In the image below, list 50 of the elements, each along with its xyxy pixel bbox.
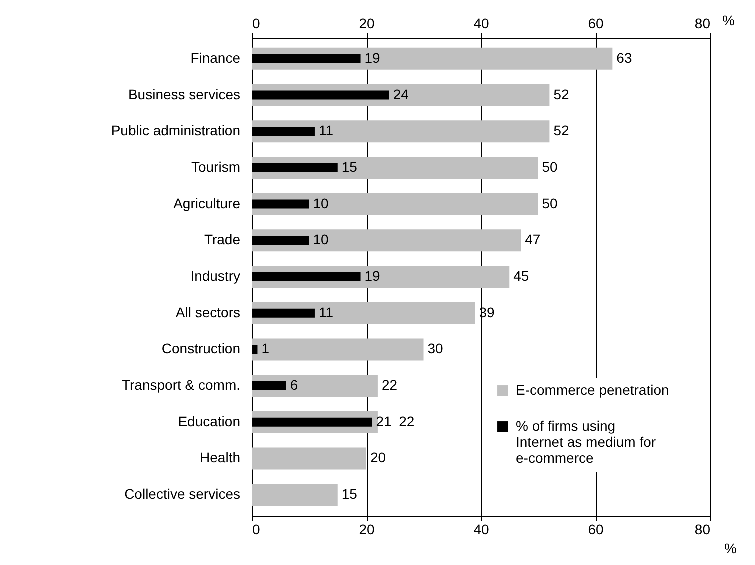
data-label: 20 bbox=[370, 450, 386, 466]
data-label: 63 bbox=[616, 50, 632, 66]
y-tick-label: Tourism bbox=[191, 158, 240, 175]
y-tick-label: Construction bbox=[162, 340, 240, 357]
x-tick-label: 20 bbox=[359, 16, 375, 32]
data-label: 19 bbox=[364, 268, 381, 284]
data-label: 11 bbox=[318, 122, 334, 139]
y-tick-label: Collective services bbox=[124, 486, 240, 502]
legend-label: % of firms using Internet as medium for e-commerce bbox=[516, 418, 656, 466]
data-label: 21 bbox=[376, 413, 392, 430]
x2-axis-title: % bbox=[722, 12, 735, 28]
data-label: 24 bbox=[393, 86, 410, 102]
data-label: 52 bbox=[554, 86, 570, 102]
x2-tick-label: 40 bbox=[474, 522, 490, 538]
data-label: 19 bbox=[364, 50, 381, 66]
data-label: 1 bbox=[262, 340, 270, 357]
legend-label: E-commerce penetration bbox=[516, 382, 670, 398]
y-tick-label: Public administration bbox=[111, 122, 240, 139]
x-tick-label: 0 bbox=[252, 16, 260, 32]
data-label: 11 bbox=[318, 304, 334, 320]
y-tick-label: Transport & comm. bbox=[122, 377, 240, 394]
data-label: 22 bbox=[399, 413, 415, 430]
y-tick-label: All sectors bbox=[176, 304, 240, 320]
data-label: 45 bbox=[514, 268, 530, 284]
y-tick-label: Trade bbox=[204, 232, 241, 248]
x2-tick-label: 60 bbox=[588, 522, 604, 538]
data-label: 6 bbox=[290, 377, 298, 394]
data-label: 15 bbox=[342, 158, 358, 175]
data-label: 22 bbox=[382, 377, 398, 394]
x-tick-label: 40 bbox=[474, 16, 490, 32]
x2-tick-label: 20 bbox=[359, 522, 375, 538]
y-tick-label: Finance bbox=[190, 50, 241, 66]
x-tick-label: 80 bbox=[694, 16, 711, 32]
data-label: 15 bbox=[342, 486, 358, 502]
x2-tick-label: 0 bbox=[252, 522, 260, 538]
y-tick-label: Business services bbox=[128, 86, 240, 102]
data-label: 47 bbox=[525, 232, 541, 248]
data-label: 10 bbox=[313, 195, 330, 212]
data-label: 50 bbox=[542, 195, 558, 212]
y-tick-label: Education bbox=[178, 413, 240, 430]
data-label: 10 bbox=[313, 232, 330, 248]
y-tick-label: Health bbox=[200, 450, 240, 466]
x2-tick-label: 80 bbox=[694, 522, 711, 538]
y-tick-label: Agriculture bbox=[174, 195, 241, 212]
x-axis-title: % bbox=[724, 540, 737, 556]
x-tick-label: 60 bbox=[588, 16, 604, 32]
y-tick-label: Industry bbox=[190, 268, 240, 284]
data-label: 52 bbox=[554, 122, 570, 139]
data-label: 50 bbox=[542, 158, 558, 175]
data-label: 30 bbox=[428, 340, 444, 357]
